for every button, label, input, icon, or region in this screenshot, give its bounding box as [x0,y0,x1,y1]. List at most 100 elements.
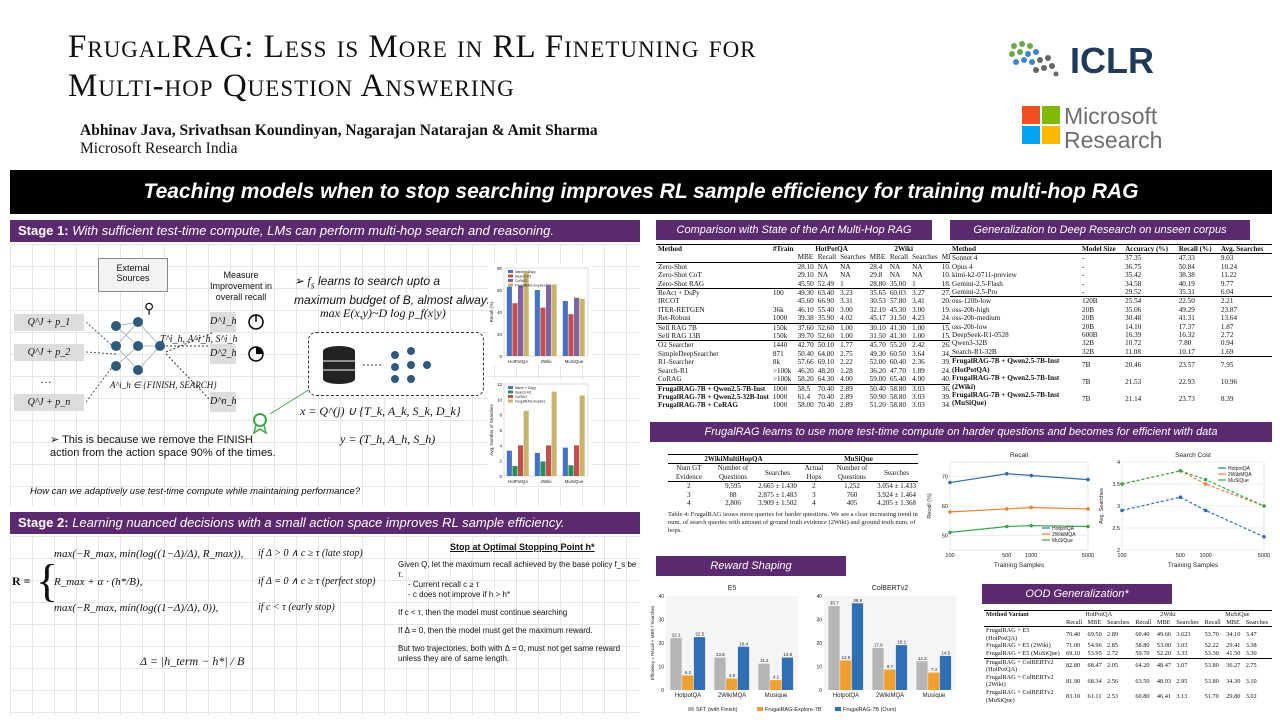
value-cell: 2.53 [1107,692,1119,700]
value-cell: 52.22 [1204,642,1219,650]
value-cell: 2.95 [1176,677,1188,685]
x-axis-label: Training Samples [1168,562,1219,569]
legend-entry: Naive + Dspy [515,270,536,274]
y-tick-label: 3.5 [1112,482,1120,488]
value-cell: 3.31 [840,297,853,306]
value-cell: 8k [772,358,781,367]
method-cell: ITER-RETGEN [658,305,705,314]
iclr-text: ICLR [1070,40,1154,81]
value-cell: 3.909 ± 1.502 [758,499,797,508]
x-tick-label: 1000 [1025,553,1037,559]
subcolumn-header: MBE [940,253,960,262]
legend-swatch [835,707,841,711]
value-cell: 36.20 [869,366,886,375]
bar [939,655,952,690]
bar-value-label: 22.1 [672,633,681,638]
value-cell: 64.30 [817,375,834,384]
value-cell: 11.08 [1125,347,1141,356]
subcolumn-header: Searches [840,253,866,262]
value-cell: 36.75 [1125,262,1142,271]
value-cell: 1000 [772,401,788,410]
value-cell: 3.27 [912,289,925,298]
value-cell: 10.60 [940,262,960,271]
value-cell: 45.30 [889,305,906,314]
method-cell: SimpleDeepSearcher [658,349,719,358]
value-cell: 37.35 [1125,254,1142,263]
value-cell: 53.95 [1087,649,1102,657]
method-cell: Zero-Shot RAG [658,279,705,288]
y-tick-label: 40 [658,594,664,600]
value-cell: 57.66 [797,358,814,367]
value-cell: 405 [846,499,858,508]
query-arrows [86,321,117,403]
stop-title: Stop at Optimal Stopping Point h* [450,542,595,552]
column-header: Recall (%) [1178,245,1212,253]
table-row: 3 88 2.875 ± 1.483 3 760 3.924 ± 1.464 [668,491,918,499]
blank-cell [656,253,771,262]
value-cell: 16.32 [1178,331,1195,340]
value-cell: 3.33 [1176,649,1188,657]
value-cell: 4.23 [912,314,925,323]
series-line [949,525,1089,533]
value-cell: 2,806 [725,499,741,508]
column-header: Avg. Searches [1220,245,1264,253]
method-cell: Gemini-2.5-Flash [952,279,1003,288]
bar [551,391,557,476]
value-cell: 1.00 [840,332,853,341]
bar [758,663,770,690]
value-cell: 51.70 [1204,692,1219,700]
value-cell: 10.24 [1220,262,1238,271]
value-cell: 60.03 [889,289,906,298]
value-cell: >100k [772,366,792,375]
value-cell: 63.50 [1135,677,1150,685]
value-cell: 2.21 [1220,297,1234,306]
value-cell: 42.70 [797,341,814,350]
value-cell: 14.10 [1125,322,1142,331]
value-cell: 54.96 [1087,642,1102,650]
value-cell: 58.80 [1135,642,1150,650]
method-cell: Gemini-2.5-Pro [952,288,998,297]
method-cell: Opus 4 [952,262,973,271]
column-header: 2Wiki [894,245,913,253]
column-header: Method [658,245,682,253]
value-cell: 38.38 [1178,271,1195,280]
bar-value-label: 14.5 [941,650,950,655]
value-cell: 32B [1082,347,1094,356]
bar [518,445,524,476]
value-cell: 82.80 [1066,662,1081,670]
value-cell: 10.17 [1178,347,1195,356]
method-cell: oss-20b-high [952,305,990,314]
y-tick-label: 60 [942,504,948,510]
table-row: Search-R1-32B 32B 11.08 10.17 1.69 [950,348,1272,357]
reward-label: R = [12,574,31,588]
table-row: Qwen3-32B 32B 10.72 7.80 0.94 [950,339,1272,347]
stage1-panel: Q^J + p_1 Q^J + p_2 … Q^J + p_n External… [10,244,640,506]
legend-entry: CoRAG [515,395,527,399]
value-cell: 2.22 [840,358,853,367]
legend-entry: MuSiQue [1228,478,1249,484]
column-header: Searches [884,468,910,477]
value-cell: 68.47 [1087,662,1102,670]
y-tick-label: 60 [497,288,503,293]
action-set: A^i_h ∈ {FINISH, SEARCH} [110,380,217,390]
bullet-text: ➢ This is because we remove the FINISH a… [50,434,276,459]
ood-table: Method Variant HotPotQA 2Wiki MuSiQue Recall… [984,610,1272,704]
bar [506,450,512,476]
method-cell: FrugalRAG-7B + Qwen2.5-7B-Inst (MuSiQue) [952,390,1060,408]
y-tick-label: 8 [499,413,502,418]
bar [579,298,585,356]
value-cell: 8.39 [1220,395,1234,404]
efficiency-subchart: HotpotQA 22.1 6.2 22.5 2WikiMQA 13.8 4.9 18.4 Mu… [650,585,798,699]
value-cell: 35.00 [889,279,906,288]
value-cell: 53.80 [1204,662,1219,670]
legend-entry: Search-R1 [515,275,532,279]
data-point [1004,471,1009,476]
table-row: FrugalRAG + ColBERTv2 (MuSiQue) 83.10 61.1… [984,689,1272,704]
y-axis-label: Recall (%) [489,301,494,322]
value-cell: 2.56 [1107,677,1119,685]
value-cell: 69.10 [817,358,834,367]
bar [884,669,896,690]
subcolumn-header: Searches [1176,618,1199,626]
y-tick-label: 50 [942,533,948,539]
y-tick-label: 4 [499,443,502,448]
